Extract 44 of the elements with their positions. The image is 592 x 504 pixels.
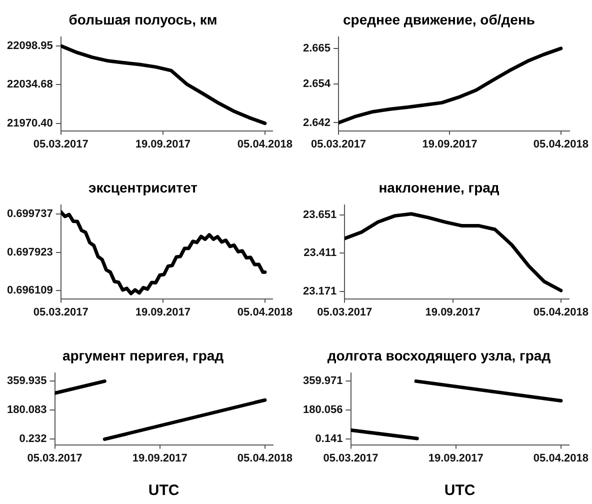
chart-title: эксцентриситет [88,179,198,196]
x-tick-label: 19.09.2017 [135,306,190,318]
y-tick-label: 0.696109 [6,284,53,297]
y-tick-label: 0.697923 [6,246,53,258]
y-tick-label: 359.935 [6,375,47,388]
y-tick-label: 21970.40 [6,117,53,130]
y-tick-label: 22098.95 [6,40,53,52]
y-tick-label: 2.665 [302,42,331,54]
chart-title: аргумент перигея, град [62,347,224,364]
y-tick-label: 180.083 [6,404,47,416]
x-tick-label: 05.03.2017 [317,306,372,318]
x-tick-label: 19.09.2017 [428,452,484,464]
chart-title: долгота восходящего узла, град [327,347,551,364]
y-tick-label: 0.699737 [6,208,53,220]
x-tick-label: 05.03.2017 [323,452,378,464]
x-tick-label: 05.04.2018 [237,306,292,318]
y-tick-label: 2.654 [302,78,332,90]
chart-title: наклонение, град [378,179,500,196]
x-tick-label: 19.09.2017 [132,452,188,464]
x-tick-label: 05.04.2018 [533,452,588,464]
x-tick-label: 05.03.2017 [310,138,366,150]
x-tick-label: 05.04.2018 [237,452,292,464]
x-axis-title: UTC [444,482,476,500]
x-tick-label: 05.03.2017 [33,306,88,318]
x-tick-label: 05.03.2017 [27,452,82,464]
y-tick-label: 0.141 [315,433,343,446]
x-tick-label: 05.04.2018 [533,306,588,318]
y-tick-label: 359.971 [302,375,343,388]
x-tick-label: 19.09.2017 [135,138,190,150]
x-tick-label: 05.04.2018 [533,138,588,150]
chart-title: большая полуось, км [68,11,218,28]
y-tick-label: 23.651 [302,208,337,221]
x-axis-title: UTC [148,482,180,500]
x-tick-label: 19.09.2017 [422,138,478,150]
y-tick-label: 2.642 [302,116,331,129]
x-tick-label: 05.03.2017 [33,138,88,150]
y-tick-label: 22034.68 [6,78,53,91]
x-tick-label: 19.09.2017 [425,306,480,318]
y-tick-label: 0.232 [19,433,47,446]
y-tick-label: 23.171 [302,285,337,298]
chart-title: среднее движение, об/день [342,11,536,28]
x-tick-label: 05.04.2018 [237,138,292,150]
y-tick-label: 180.056 [302,404,343,416]
y-tick-label: 23.411 [304,247,337,260]
